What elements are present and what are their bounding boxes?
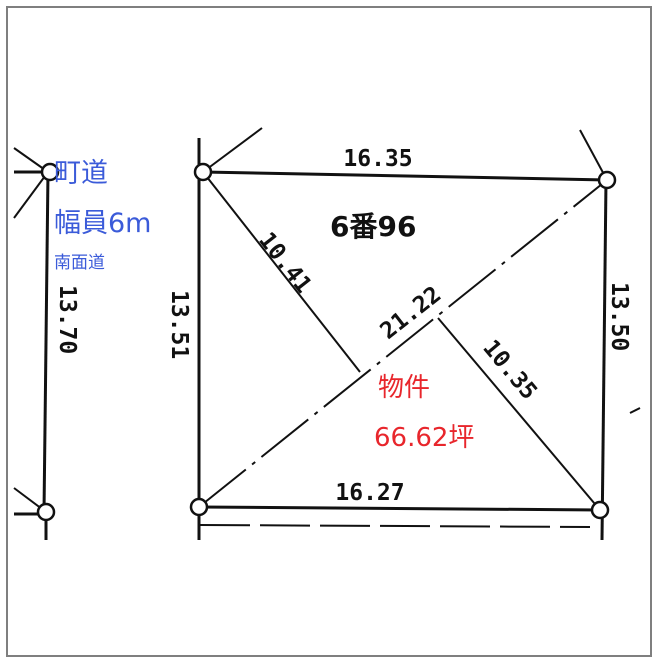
property-label: 物件 [378,373,430,403]
dimension-right: 13.50 [606,282,632,351]
lot-main-diagonal [198,179,608,508]
boundary-marker [193,162,213,182]
upper-right-stub [579,129,608,181]
upper-stub [202,127,263,173]
boundary-marker [590,500,610,520]
property-area: 66.62坪 [374,423,474,453]
dimension-diagonal-upper-left: 10.41 [253,228,316,299]
road-width: 幅員6m [54,208,151,239]
lot-bottom-edge [198,505,601,512]
boundary-marker [189,497,209,517]
dimension-bottom: 16.27 [335,480,404,506]
road-note: 南面道 [54,253,105,273]
lot-right-edge [600,179,608,541]
stray-mark [629,407,641,414]
lower-parcel-line [199,524,591,528]
boundary-marker [36,502,56,522]
lot-diagonal-upper-left [202,171,361,373]
lot-number: 6番96 [330,210,416,243]
dimension-left-inner: 13.51 [166,290,192,359]
boundary-marker [40,162,60,182]
dimension-diagonal-lower-right: 10.35 [477,335,541,405]
road-name: 町道 [54,158,108,189]
left-parcel-diagonal-2 [13,171,49,219]
boundary-marker [597,170,617,190]
lot-diagonal-lower-right [437,317,601,511]
left-parcel-boundary [42,171,50,513]
lot-top-edge [202,170,608,182]
dimension-diagonal: 21.22 [376,282,447,345]
dimension-left-outer: 13.70 [54,285,80,354]
dimension-top: 16.35 [343,146,412,172]
